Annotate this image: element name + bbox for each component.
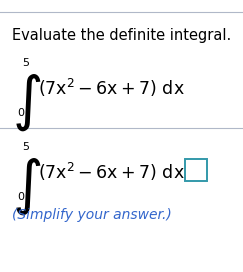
FancyBboxPatch shape (185, 159, 207, 181)
Text: $\int$: $\int$ (12, 72, 41, 133)
Text: $\int$: $\int$ (12, 156, 41, 217)
Text: 0: 0 (17, 108, 24, 118)
Text: $\mathregular{(7x^2 - 6x + 7)\ dx}$: $\mathregular{(7x^2 - 6x + 7)\ dx}$ (38, 77, 185, 99)
Text: 0: 0 (17, 192, 24, 202)
Text: (Simplify your answer.): (Simplify your answer.) (12, 208, 172, 222)
Text: Evaluate the definite integral.: Evaluate the definite integral. (12, 28, 231, 43)
Text: $\mathregular{(7x^2 - 6x + 7)\ dx}$$\mathregular{\ =}$: $\mathregular{(7x^2 - 6x + 7)\ dx}$$\mat… (38, 161, 207, 183)
Text: 5: 5 (22, 58, 29, 68)
Text: 5: 5 (22, 142, 29, 152)
